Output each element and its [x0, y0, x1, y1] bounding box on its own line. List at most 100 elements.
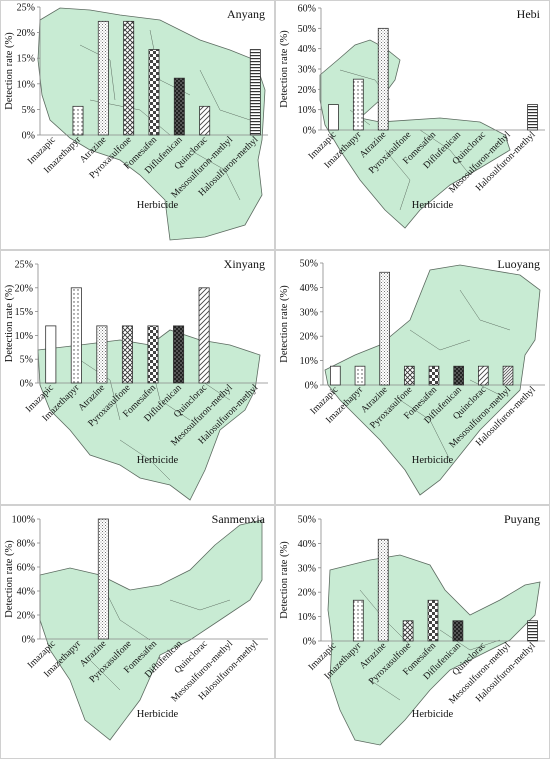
- x-axis-label: Herbicide: [412, 709, 454, 720]
- y-tick-label: 10%: [17, 79, 35, 90]
- y-tick-label: 60%: [17, 563, 35, 574]
- county-boundary: [419, 129, 471, 176]
- county-boundary: [169, 599, 231, 611]
- y-tick-label: 50%: [298, 24, 316, 35]
- county-boundary: [469, 379, 501, 396]
- bar-halosulfuron-methyl: [527, 104, 538, 131]
- bar-atrazine: [377, 538, 389, 642]
- bar-atrazine: [379, 271, 391, 386]
- y-tick-label: 40%: [298, 44, 316, 55]
- y-tick-label: 20%: [17, 611, 35, 622]
- y-tick-label: 25%: [17, 3, 35, 14]
- x-axis-label: Herbicide: [137, 709, 179, 720]
- bar-atrazine: [97, 20, 109, 136]
- county-boundary: [459, 289, 511, 331]
- y-axis-label: Detection rate (%): [279, 541, 290, 619]
- bar-atrazine: [97, 518, 109, 640]
- y-tick-label: 25%: [15, 260, 33, 271]
- bar-imazapic: [329, 365, 341, 386]
- y-tick-label: 15%: [15, 307, 33, 318]
- y-tick-label: 50%: [300, 259, 318, 270]
- bar-quinclorac: [199, 105, 211, 136]
- y-tick-label: 5%: [22, 105, 35, 116]
- bar-pyroxasulfone: [123, 20, 135, 136]
- bar-imazethapyr: [70, 287, 82, 384]
- county-boundary: [384, 149, 411, 211]
- y-tick-label: 10%: [15, 331, 33, 342]
- bar-diflufenican: [452, 620, 464, 642]
- bar-imazethapyr: [352, 599, 364, 642]
- bar-imazapic: [328, 104, 339, 131]
- y-tick-label: 5%: [20, 355, 33, 366]
- bar-diflufenican: [173, 77, 185, 136]
- y-tick-label: 30%: [298, 563, 316, 574]
- county-boundary: [89, 659, 121, 691]
- bar-diflufenican: [173, 325, 185, 384]
- x-axis-label: Herbicide: [412, 455, 454, 466]
- chart-panel-hebi: 0% 10% 20% 30% 40% 50% 60% Detection rate (%) He…: [275, 0, 550, 250]
- bar-imazethapyr: [354, 365, 366, 386]
- bar-imazapic: [45, 325, 57, 384]
- y-axis-label: Detection rate (%): [4, 540, 15, 618]
- chart-title: Xinyang: [224, 257, 265, 271]
- y-tick-label: 20%: [15, 283, 33, 294]
- y-tick-label: 30%: [298, 65, 316, 76]
- bar-imazethapyr: [72, 105, 84, 136]
- y-axis-label: Detection rate (%): [279, 30, 290, 108]
- y-tick-label: 20%: [298, 85, 316, 96]
- chart-title: Luoyang: [497, 257, 540, 271]
- county-boundary: [399, 399, 451, 461]
- y-axis-label: Detection rate (%): [4, 32, 15, 110]
- province-map-shape: [39, 519, 263, 741]
- y-tick-label: 0%: [22, 635, 35, 646]
- county-boundary: [439, 629, 501, 651]
- y-tick-label: 40%: [298, 539, 316, 550]
- bar-pyroxasulfone: [403, 365, 415, 386]
- y-tick-label: 10%: [300, 356, 318, 367]
- y-tick-label: 40%: [300, 283, 318, 294]
- y-tick-label: 20%: [300, 332, 318, 343]
- chart-panel-puyang: 0% 10% 20% 30% 40% 50% Detection rate (%) Puyan…: [275, 505, 550, 759]
- y-tick-label: 10%: [298, 612, 316, 623]
- y-tick-label: 20%: [298, 588, 316, 599]
- bar-imazethapyr: [352, 78, 364, 131]
- county-boundary: [119, 439, 171, 481]
- y-tick-label: 40%: [17, 587, 35, 598]
- bar-halosulfuron-methyl: [527, 620, 538, 642]
- county-boundary: [79, 44, 116, 101]
- bar-diflufenican: [453, 365, 465, 386]
- county-boundary: [199, 69, 251, 121]
- x-axis-label: Herbicide: [412, 200, 454, 211]
- chart-panel-luoyang: 0% 10% 20% 30% 40% 50% Detection rate (%) Luoya…: [275, 250, 550, 505]
- y-tick-label: 20%: [17, 28, 35, 39]
- y-tick-label: 0%: [22, 131, 35, 142]
- y-axis-label: Detection rate (%): [279, 285, 290, 363]
- bar-pyroxasulfone: [121, 325, 133, 384]
- bar-fomesafen: [428, 365, 440, 386]
- y-tick-label: 0%: [305, 381, 318, 392]
- county-boundary: [189, 149, 241, 201]
- y-tick-label: 50%: [298, 515, 316, 526]
- y-axis-label: Detection rate (%): [4, 284, 15, 362]
- bar-fomesafen: [148, 49, 160, 136]
- bar-atrazine: [377, 27, 389, 131]
- y-tick-label: 80%: [17, 539, 35, 550]
- y-tick-label: 15%: [17, 54, 35, 65]
- bar-fomesafen: [427, 599, 439, 642]
- chart-panel-sanmenxia: 0% 20% 40% 60% 80% 100% Detection rate (%) Sanm…: [0, 505, 275, 759]
- panel-border: [0, 250, 275, 505]
- bar-mesosulfuron-methyl: [502, 365, 514, 386]
- bar-quinclorac: [477, 365, 489, 386]
- x-axis-label: Herbicide: [137, 455, 179, 466]
- bar-pyroxasulfone: [402, 620, 414, 642]
- y-tick-label: 0%: [303, 126, 316, 137]
- county-boundary: [409, 329, 471, 351]
- chart-panel-xinyang: 0% 5% 10% 15% 20% 25% Detection rate (%) Xinyan…: [0, 250, 275, 505]
- bar-atrazine: [96, 325, 108, 384]
- y-tick-label: 10%: [298, 105, 316, 116]
- panel-border: [0, 0, 275, 250]
- y-tick-label: 30%: [300, 307, 318, 318]
- chart-title: Puyang: [504, 512, 540, 526]
